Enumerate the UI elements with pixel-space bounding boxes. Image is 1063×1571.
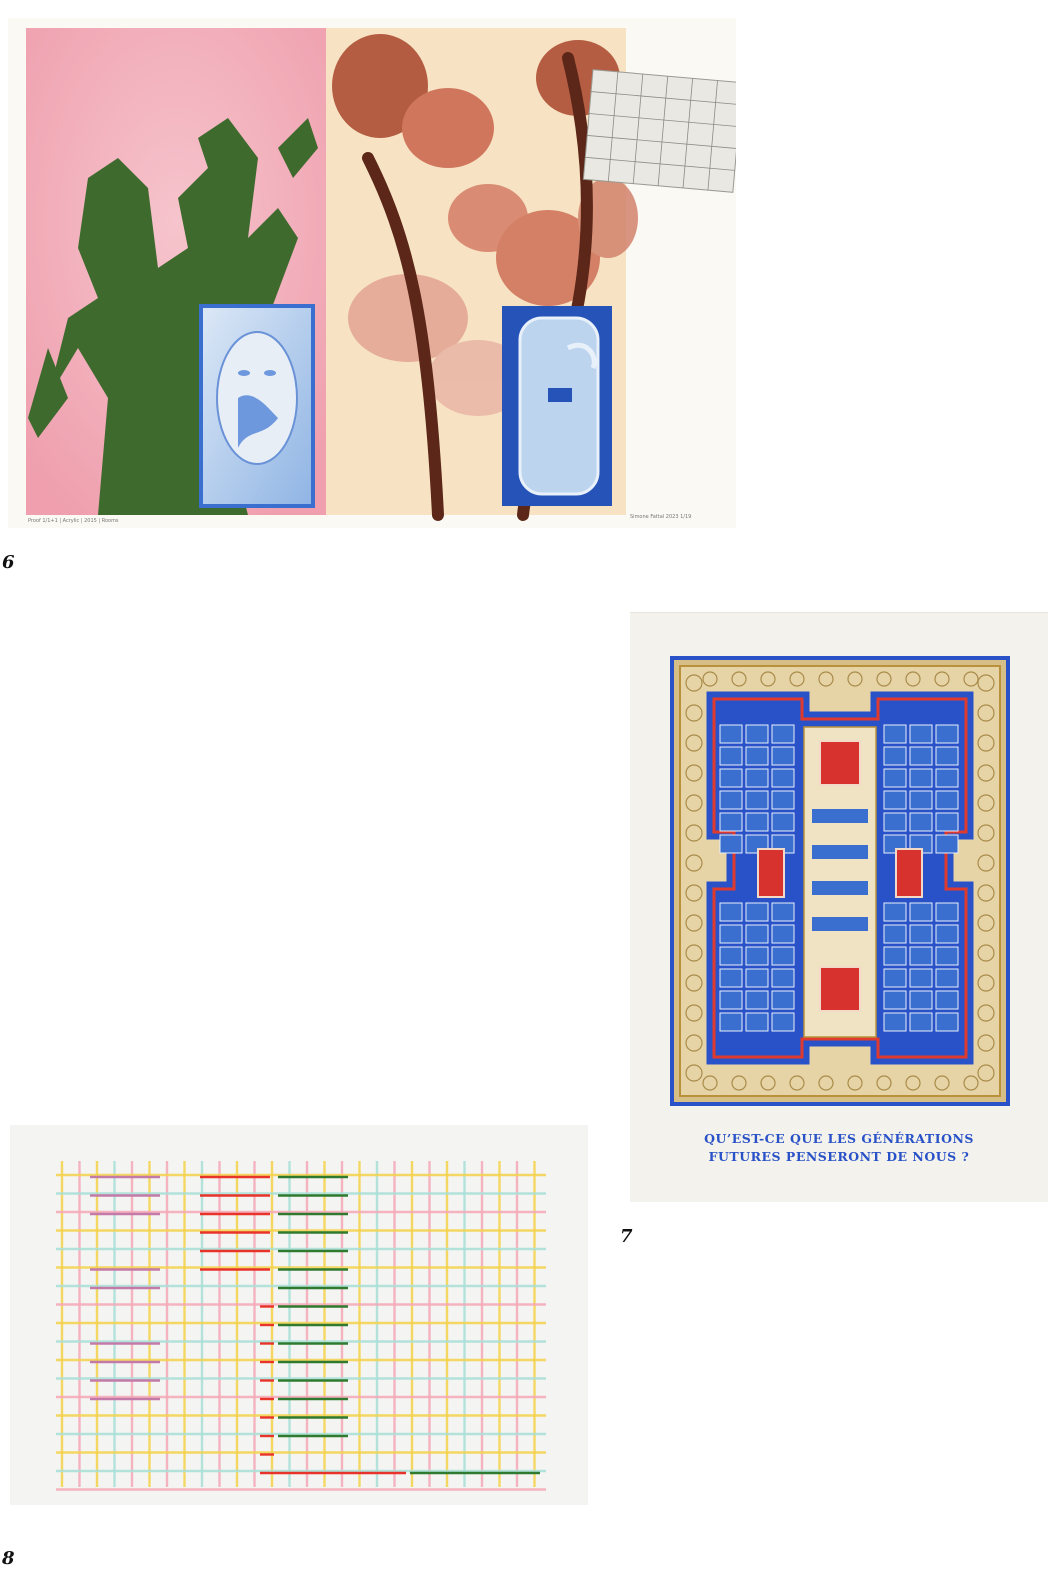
plate-number-7: 7: [620, 1226, 633, 1247]
blue-tile: [935, 902, 959, 922]
blue-tile: [719, 902, 743, 922]
blue-tile: [935, 790, 959, 810]
blue-tile: [909, 812, 933, 832]
blue-tile: [771, 746, 795, 766]
blue-tile: [719, 968, 743, 988]
blue-tile: [745, 790, 769, 810]
blue-tile: [883, 724, 907, 744]
blue-tile: [771, 790, 795, 810]
blue-tile: [719, 812, 743, 832]
plate-6-image: Proof 1/1+1 | Acrylic | 2015 | Rooms Sim…: [26, 28, 736, 524]
inscription-left: Proof 1/1+1 | Acrylic | 2015 | Rooms: [28, 518, 119, 524]
blue-tile: [719, 724, 743, 744]
blue-tile: [719, 790, 743, 810]
red-side-right: [895, 848, 923, 898]
blue-tile: [935, 834, 959, 854]
blue-tile: [719, 746, 743, 766]
plate-7-image: [670, 656, 1010, 1106]
plate-7-caption-line-1: QU’EST-CE QUE LES GÉNÉRATIONS: [704, 1131, 974, 1146]
blue-tile: [909, 924, 933, 944]
green-plant-silhouette: [28, 118, 318, 515]
blue-tile: [935, 812, 959, 832]
blue-tile: [883, 768, 907, 788]
blue-tile: [771, 1012, 795, 1032]
blue-tile: [745, 1012, 769, 1032]
blue-tile: [883, 790, 907, 810]
blue-tile: [719, 1012, 743, 1032]
blue-tile: [771, 812, 795, 832]
blue-tile: [909, 1012, 933, 1032]
artwork-plate-7: QU’EST-CE QUE LES GÉNÉRATIONS FUTURES PE…: [630, 612, 1048, 1202]
blue-tile: [771, 768, 795, 788]
blue-tile: [745, 946, 769, 966]
blue-tile: [909, 746, 933, 766]
blue-tile: [935, 946, 959, 966]
red-medallion-bottom: [819, 966, 861, 1012]
blue-tile: [909, 790, 933, 810]
blue-tile: [771, 902, 795, 922]
blue-tile: [745, 968, 769, 988]
blue-tile: [745, 902, 769, 922]
blue-tile: [883, 924, 907, 944]
blue-tile: [909, 990, 933, 1010]
blue-tile: [771, 924, 795, 944]
blue-tile: [883, 968, 907, 988]
blue-tile: [883, 812, 907, 832]
plate-7-caption-line-2: FUTURES PENSERONT DE NOUS ?: [708, 1149, 970, 1164]
plate-number-6: 6: [2, 552, 15, 573]
blue-tile: [935, 768, 959, 788]
plate-8-image: [56, 1161, 546, 1491]
blue-tile: [883, 746, 907, 766]
blue-tile: [745, 812, 769, 832]
red-medallion-top: [819, 740, 861, 786]
blue-tile: [935, 924, 959, 944]
blue-tile: [745, 990, 769, 1010]
blue-tile: [935, 990, 959, 1010]
blue-tile: [719, 768, 743, 788]
inscription-right: Simone Fattal 2023 1/19: [630, 514, 691, 520]
color-line-grid: [56, 1161, 546, 1491]
pencil-grid-sketch: [582, 69, 736, 193]
blue-tile: [771, 990, 795, 1010]
knot-border: [685, 671, 995, 1091]
blue-tile: [745, 768, 769, 788]
blue-tile-grid: [719, 724, 959, 1032]
blue-tile: [745, 924, 769, 944]
blue-tile: [935, 1012, 959, 1032]
blue-tile: [719, 990, 743, 1010]
artwork-plate-6: Proof 1/1+1 | Acrylic | 2015 | Rooms Sim…: [8, 18, 736, 528]
blue-tile: [883, 902, 907, 922]
blue-tile: [935, 746, 959, 766]
blue-tile: [909, 902, 933, 922]
blue-tile: [745, 746, 769, 766]
blue-tile: [909, 724, 933, 744]
blue-tile: [719, 924, 743, 944]
blue-tile: [883, 946, 907, 966]
blue-tile: [771, 724, 795, 744]
blue-tile: [745, 724, 769, 744]
blue-tile: [909, 968, 933, 988]
artwork-plate-8: [10, 1125, 588, 1505]
blue-tile: [935, 724, 959, 744]
blue-tile: [771, 968, 795, 988]
plate-number-8: 8: [2, 1548, 15, 1569]
blue-tile: [719, 946, 743, 966]
blue-tile: [909, 768, 933, 788]
blue-tile: [883, 1012, 907, 1032]
blue-tile: [771, 946, 795, 966]
blue-tile: [719, 834, 743, 854]
blue-tile: [935, 968, 959, 988]
blue-tile: [883, 990, 907, 1010]
red-side-left: [757, 848, 785, 898]
blue-tile: [909, 946, 933, 966]
